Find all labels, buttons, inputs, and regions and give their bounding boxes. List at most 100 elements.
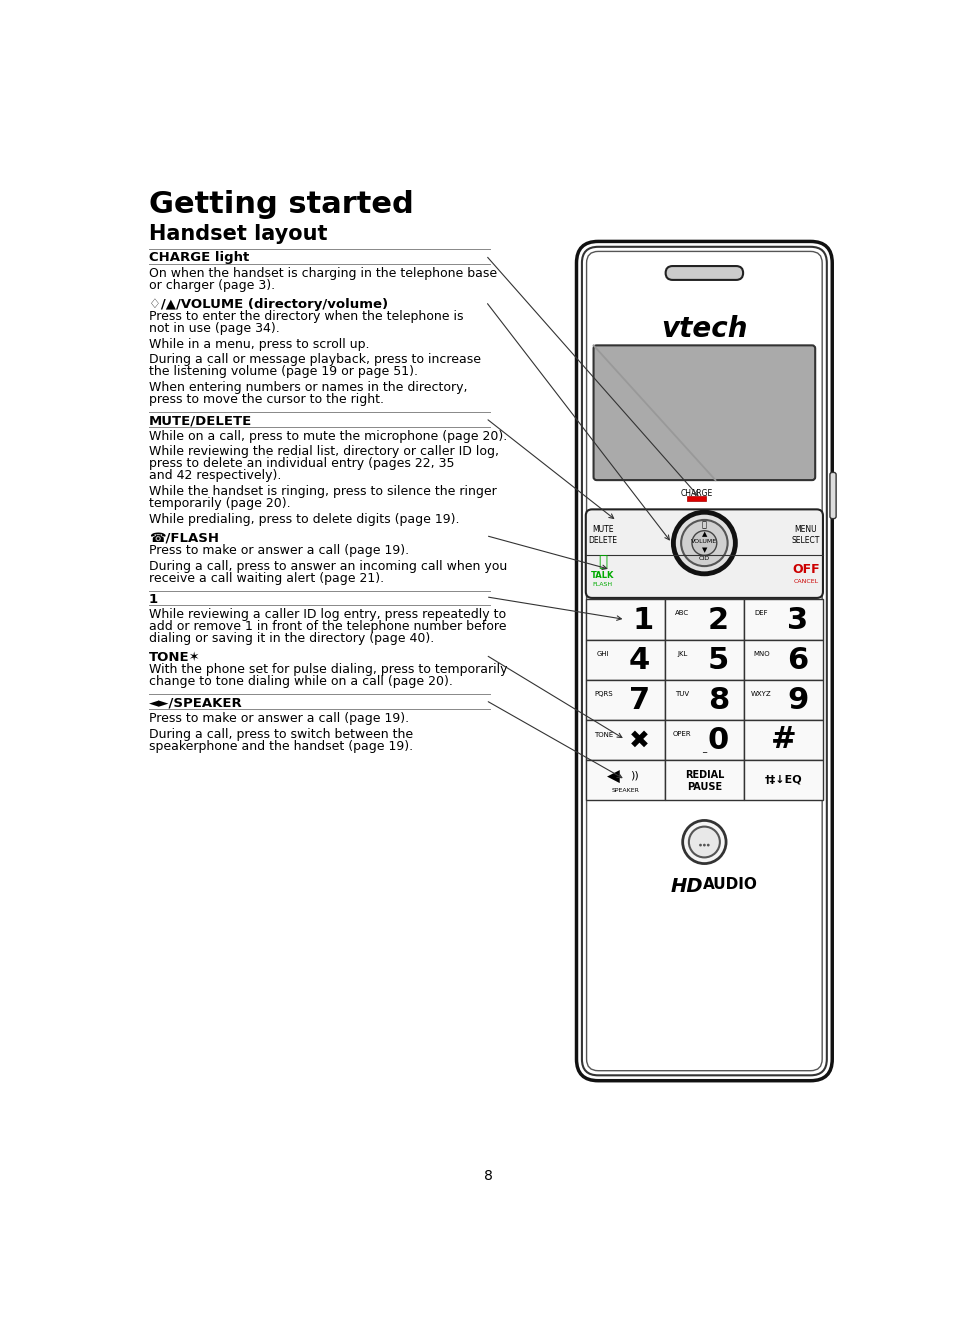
Text: While predialing, press to delete digits (page 19).: While predialing, press to delete digits… <box>149 512 458 526</box>
Text: #: # <box>770 725 796 755</box>
Bar <box>686 496 705 500</box>
Text: PQRS: PQRS <box>594 690 612 697</box>
Text: 2: 2 <box>707 606 728 634</box>
Text: 1: 1 <box>149 593 157 606</box>
FancyBboxPatch shape <box>576 241 831 1081</box>
Text: 📖: 📖 <box>701 520 706 529</box>
Text: ABC: ABC <box>675 610 689 617</box>
Bar <box>585 760 664 800</box>
Bar <box>585 680 664 720</box>
Text: SPEAKER: SPEAKER <box>611 788 639 793</box>
Circle shape <box>680 520 727 566</box>
Text: dialing or saving it in the directory (page 40).: dialing or saving it in the directory (p… <box>149 632 434 645</box>
Text: CANCEL: CANCEL <box>793 578 818 583</box>
Bar <box>743 599 822 640</box>
Text: With the phone set for pulse dialing, press to temporarily: With the phone set for pulse dialing, pr… <box>149 664 507 677</box>
Bar <box>743 680 822 720</box>
Text: temporarily (page 20).: temporarily (page 20). <box>149 496 290 510</box>
Bar <box>585 640 664 680</box>
Bar <box>743 640 822 680</box>
FancyBboxPatch shape <box>665 266 742 280</box>
Text: ◀: ◀ <box>606 768 619 785</box>
Text: Press to make or answer a call (page 19).: Press to make or answer a call (page 19)… <box>149 545 409 557</box>
Text: DEF: DEF <box>754 610 767 617</box>
Text: 📞: 📞 <box>598 554 607 570</box>
Text: GHI: GHI <box>597 650 609 657</box>
Text: CHARGE: CHARGE <box>679 490 712 498</box>
Bar <box>664 680 743 720</box>
Text: †‡↓EQ: †‡↓EQ <box>763 775 801 784</box>
Text: While reviewing a caller ID log entry, press repeatedly to: While reviewing a caller ID log entry, p… <box>149 609 505 621</box>
Text: CHARGE light: CHARGE light <box>149 252 249 265</box>
Bar <box>743 720 822 760</box>
Text: ▲: ▲ <box>701 531 706 537</box>
Bar <box>664 640 743 680</box>
Text: 3: 3 <box>786 606 807 634</box>
Text: MUTE/DELETE: MUTE/DELETE <box>149 415 252 427</box>
Text: While the handset is ringing, press to silence the ringer: While the handset is ringing, press to s… <box>149 486 496 498</box>
Circle shape <box>688 827 720 858</box>
Text: During a call, press to switch between the: During a call, press to switch between t… <box>149 728 413 741</box>
Text: and 42 respectively).: and 42 respectively). <box>149 470 281 482</box>
Text: 7: 7 <box>628 686 649 714</box>
Bar <box>664 760 743 800</box>
Text: 8: 8 <box>707 686 728 714</box>
Text: On when the handset is charging in the telephone base: On when the handset is charging in the t… <box>149 266 497 280</box>
Text: press to delete an individual entry (pages 22, 35: press to delete an individual entry (pag… <box>149 458 454 471</box>
Text: receive a call waiting alert (page 21).: receive a call waiting alert (page 21). <box>149 571 383 585</box>
Text: Getting started: Getting started <box>149 190 413 219</box>
Text: 8: 8 <box>484 1169 493 1183</box>
Text: ♢/▲/VOLUME (directory/volume): ♢/▲/VOLUME (directory/volume) <box>149 297 388 310</box>
Text: change to tone dialing while on a call (page 20).: change to tone dialing while on a call (… <box>149 676 452 688</box>
Text: PAUSE: PAUSE <box>686 781 721 792</box>
Text: WXYZ: WXYZ <box>750 690 771 697</box>
Text: REDIAL: REDIAL <box>684 769 723 780</box>
Text: 9: 9 <box>786 686 807 714</box>
Text: speakerphone and the handset (page 19).: speakerphone and the handset (page 19). <box>149 740 413 752</box>
Text: VOLUME: VOLUME <box>691 539 717 545</box>
Text: During a call, press to answer an incoming call when you: During a call, press to answer an incomi… <box>149 559 506 573</box>
Text: ✖: ✖ <box>628 728 649 752</box>
Text: the listening volume (page 19 or page 51).: the listening volume (page 19 or page 51… <box>149 365 417 379</box>
Bar <box>743 760 822 800</box>
Bar <box>664 720 743 760</box>
Text: 6: 6 <box>786 646 807 674</box>
Text: )): )) <box>630 771 639 780</box>
Text: While on a call, press to mute the microphone (page 20).: While on a call, press to mute the micro… <box>149 429 506 443</box>
FancyBboxPatch shape <box>829 472 835 519</box>
FancyBboxPatch shape <box>593 345 815 480</box>
Text: MENU
SELECT: MENU SELECT <box>791 524 820 545</box>
Text: While reviewing the redial list, directory or caller ID log,: While reviewing the redial list, directo… <box>149 446 498 459</box>
Text: _: _ <box>701 744 706 753</box>
Circle shape <box>706 844 709 847</box>
Text: vtech: vtech <box>660 314 747 343</box>
Text: FLASH: FLASH <box>592 582 612 587</box>
Circle shape <box>699 844 701 847</box>
Text: TUV: TUV <box>675 690 689 697</box>
Text: TONE✶: TONE✶ <box>149 652 200 664</box>
Text: TALK: TALK <box>591 571 614 581</box>
Circle shape <box>682 820 725 863</box>
Text: press to move the cursor to the right.: press to move the cursor to the right. <box>149 393 383 407</box>
Text: JKL: JKL <box>677 650 687 657</box>
Text: TONE: TONE <box>593 732 612 737</box>
Text: ▼: ▼ <box>701 547 706 553</box>
Text: 4: 4 <box>628 646 650 674</box>
Circle shape <box>702 844 705 847</box>
Text: 1: 1 <box>632 606 653 634</box>
Bar <box>664 599 743 640</box>
Text: During a call or message playback, press to increase: During a call or message playback, press… <box>149 353 480 367</box>
Text: ☎/FLASH: ☎/FLASH <box>149 531 218 545</box>
FancyBboxPatch shape <box>585 510 822 598</box>
Text: MUTE
DELETE: MUTE DELETE <box>588 524 617 545</box>
Bar <box>585 720 664 760</box>
Circle shape <box>691 531 716 555</box>
Text: OFF: OFF <box>791 563 819 577</box>
Text: or charger (page 3).: or charger (page 3). <box>149 278 274 292</box>
Text: AUDIO: AUDIO <box>702 876 757 891</box>
Text: CID: CID <box>699 555 709 561</box>
Text: 0: 0 <box>707 727 728 755</box>
Text: not in use (page 34).: not in use (page 34). <box>149 322 279 334</box>
Text: When entering numbers or names in the directory,: When entering numbers or names in the di… <box>149 381 467 395</box>
Text: add or remove 1 in front of the telephone number before: add or remove 1 in front of the telephon… <box>149 621 506 633</box>
